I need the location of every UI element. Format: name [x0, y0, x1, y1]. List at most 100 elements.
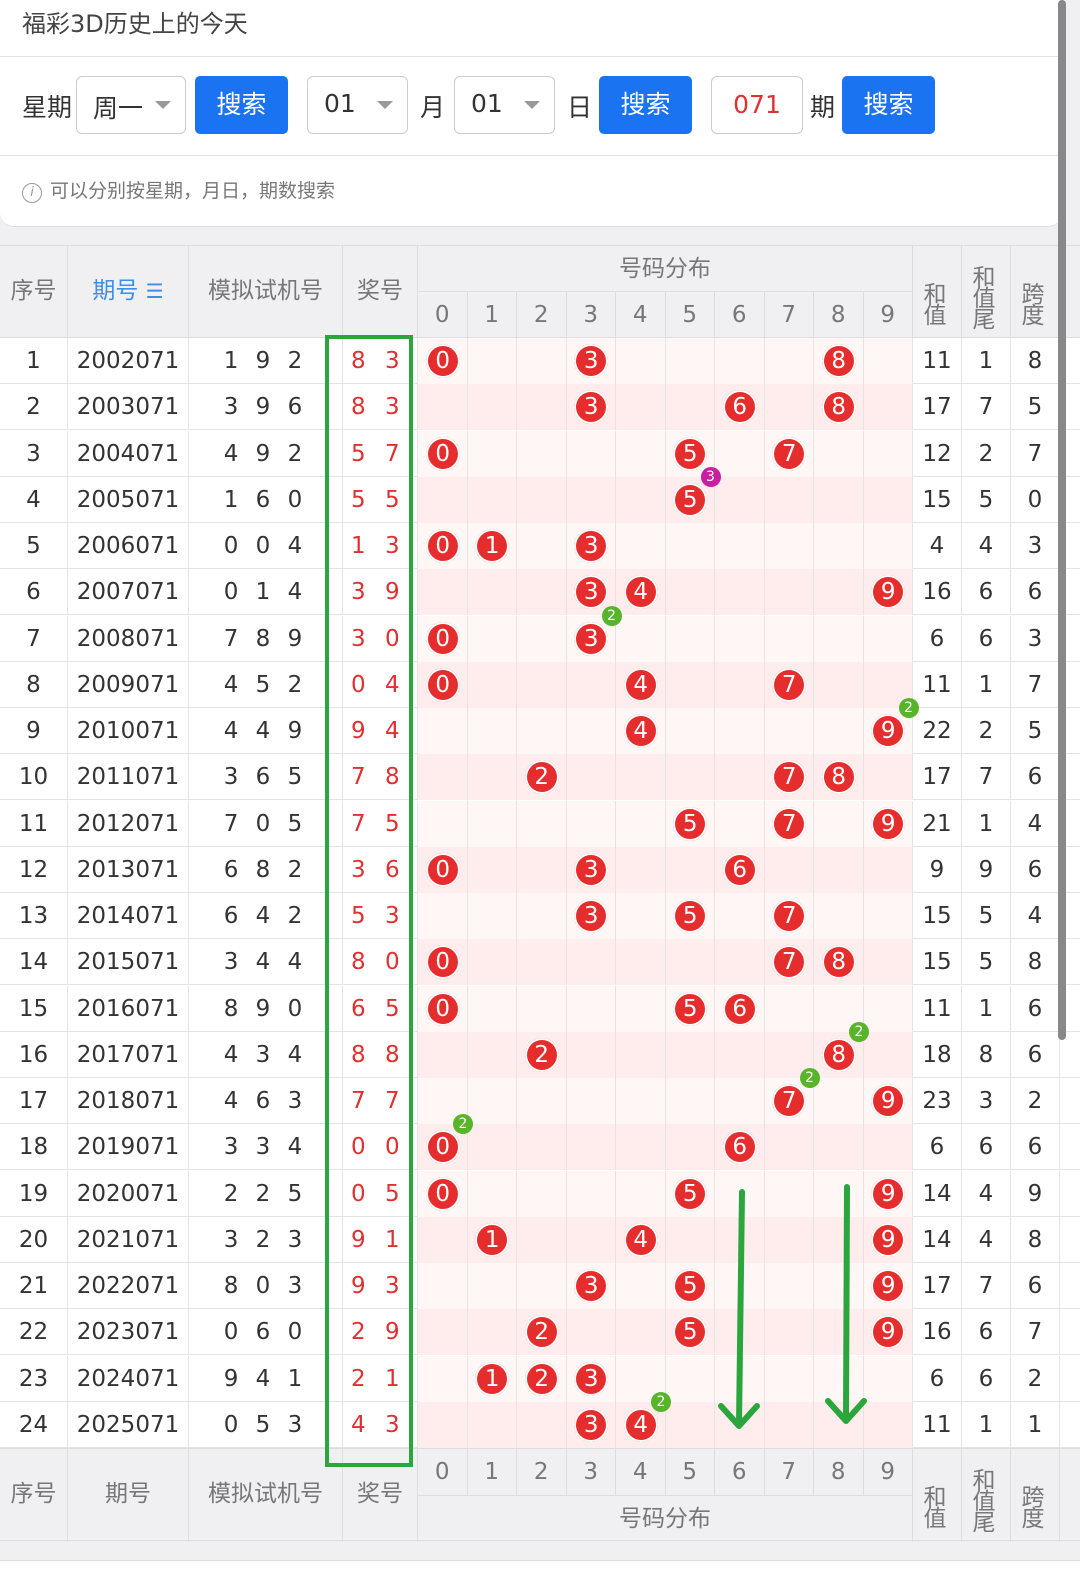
dist-cell-8	[814, 1078, 864, 1124]
dist-cell-7	[764, 1216, 814, 1263]
dist-cell-1	[467, 384, 517, 431]
number-ball: 0	[425, 436, 460, 471]
cell-sum: 22	[913, 708, 962, 754]
cell-seq: 7	[0, 615, 68, 662]
dist-cell-2	[517, 569, 567, 616]
cell-win: 6 5 0	[343, 985, 418, 1032]
cell-issue: 2010071	[68, 708, 189, 754]
month-select[interactable]: 01	[307, 76, 408, 134]
dist-cell-2	[517, 476, 567, 523]
number-ball: 0	[425, 991, 460, 1026]
col-seq: 序号	[0, 246, 68, 339]
cell-sim: 3 6 5	[189, 754, 343, 801]
cell-sim: 9 4 1	[189, 1355, 343, 1402]
dist-cell-8	[814, 1309, 864, 1356]
cell-span: 6	[1011, 1124, 1060, 1171]
footer-digit-col-3: 3	[567, 1449, 616, 1495]
dist-cell-7	[764, 338, 814, 384]
dist-cell-4	[616, 338, 666, 384]
cell-span: 6	[1011, 1263, 1060, 1309]
winning-number-highlight-frame	[325, 335, 413, 1467]
number-ball: 4	[623, 714, 658, 748]
number-ball: 3	[574, 1361, 609, 1396]
dist-cell-5	[665, 1124, 715, 1171]
day-select[interactable]: 01	[454, 76, 555, 134]
dist-cell-2	[517, 1401, 567, 1448]
number-ball: 3	[574, 621, 609, 656]
cell-tail: 6	[962, 1309, 1011, 1356]
cell-sum: 15	[913, 893, 962, 939]
header-digit-col-7: 7	[765, 292, 814, 338]
dist-cell-8	[814, 846, 864, 893]
issue-input[interactable]: 071	[711, 76, 803, 134]
search-date-button[interactable]: 搜索	[599, 76, 692, 134]
dist-cell-3	[566, 708, 616, 754]
dist-cell-4	[616, 893, 666, 939]
cell-sum: 4	[913, 523, 962, 569]
cell-seq: 9	[0, 708, 68, 754]
hint-text: 可以分别按星期，月日，期数搜索	[50, 180, 336, 202]
dist-cell-1	[467, 939, 517, 986]
dist-cell-9	[863, 384, 913, 431]
cell-seq: 2	[0, 384, 68, 431]
cell-span: 0	[1011, 476, 1060, 523]
cell-issue: 2018071	[68, 1078, 189, 1124]
dist-cell-9	[863, 1355, 913, 1402]
header-digit-col-8: 8	[814, 292, 864, 338]
scrollbar[interactable]	[1058, 0, 1066, 1040]
dist-cell-8	[814, 800, 864, 847]
dist-cell-7	[764, 1401, 814, 1448]
cell-tail: 9	[962, 846, 1011, 893]
dist-cell-1	[467, 1031, 517, 1078]
cell-issue: 2002071	[68, 338, 189, 384]
down-arrow-icon	[825, 1184, 867, 1424]
dist-cell-2	[517, 1263, 567, 1309]
search-issue-button[interactable]: 搜索	[842, 76, 935, 134]
cell-span: 6	[1011, 985, 1060, 1032]
cell-win: 3 9 4	[343, 569, 418, 616]
dist-cell-1	[467, 1124, 517, 1171]
cell-sim: 0 6 0	[189, 1309, 343, 1356]
search-week-button[interactable]: 搜索	[195, 76, 288, 134]
cell-seq: 19	[0, 1170, 68, 1217]
number-ball: 5	[673, 1176, 708, 1211]
number-ball: 3	[574, 344, 609, 378]
dist-cell-3	[566, 754, 616, 801]
dist-cell-6	[715, 661, 765, 708]
day-select-value: 01	[471, 89, 503, 118]
dist-cell-1	[467, 338, 517, 384]
cell-sum: 6	[913, 615, 962, 662]
week-label: 星期	[22, 93, 73, 122]
dist-cell-3	[566, 1170, 616, 1217]
cell-seq: 23	[0, 1355, 68, 1402]
repeat-count-badge: 2	[898, 698, 919, 718]
dist-cell-0	[418, 1355, 468, 1402]
cell-seq: 6	[0, 569, 68, 616]
cell-seq: 1	[0, 338, 68, 384]
cell-issue: 2023071	[68, 1309, 189, 1356]
cell-issue: 2009071	[68, 661, 189, 708]
number-ball: 8	[821, 344, 856, 378]
cell-issue: 2017071	[68, 1031, 189, 1078]
dist-cell-7	[764, 569, 814, 616]
number-ball: 3	[574, 852, 609, 887]
dist-cell-6	[715, 1031, 765, 1078]
number-ball: 1	[475, 1222, 510, 1257]
col-issue-sortable[interactable]: 期号 ☰	[68, 246, 189, 339]
number-ball: 6	[722, 852, 757, 887]
divider	[0, 155, 1062, 156]
cell-tail: 4	[962, 1216, 1011, 1263]
number-ball: 5	[673, 899, 708, 933]
cell-win: 5 7 0	[343, 430, 418, 477]
cell-issue: 2013071	[68, 846, 189, 893]
week-select[interactable]: 周一	[76, 76, 186, 134]
dist-cell-9	[863, 476, 913, 523]
dist-cell-4	[616, 430, 666, 477]
dist-cell-3	[566, 1031, 616, 1078]
dist-cell-6	[715, 1078, 765, 1124]
cell-sum: 6	[913, 1124, 962, 1171]
dist-cell-9	[863, 1401, 913, 1448]
cell-sum: 18	[913, 1031, 962, 1078]
